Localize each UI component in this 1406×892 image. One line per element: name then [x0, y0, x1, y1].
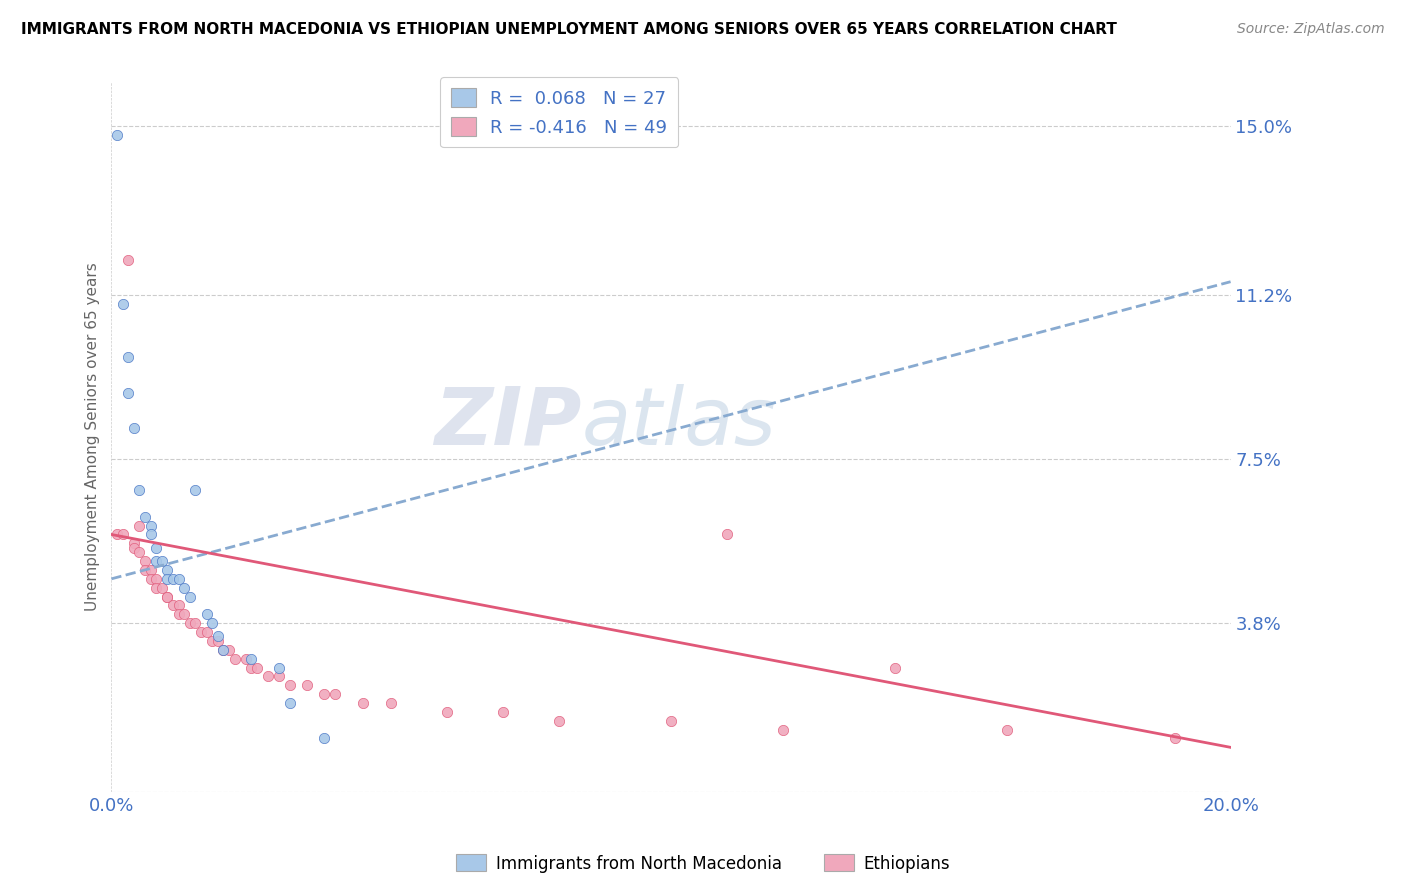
- Point: [167, 599, 190, 613]
- Point: [212, 642, 235, 657]
- Point: [162, 599, 184, 613]
- Point: [139, 518, 162, 533]
- Point: [111, 527, 134, 541]
- Text: IMMIGRANTS FROM NORTH MACEDONIA VS ETHIOPIAN UNEMPLOYMENT AMONG SENIORS OVER 65 : IMMIGRANTS FROM NORTH MACEDONIA VS ETHIO…: [21, 22, 1116, 37]
- Point: [139, 563, 162, 577]
- Y-axis label: Unemployment Among Seniors over 65 years: Unemployment Among Seniors over 65 years: [86, 262, 100, 611]
- Point: [548, 714, 571, 728]
- Point: [105, 128, 128, 143]
- Point: [190, 625, 212, 640]
- Point: [224, 651, 246, 665]
- Point: [380, 696, 402, 710]
- Point: [201, 634, 224, 648]
- Point: [1163, 731, 1185, 746]
- Text: Source: ZipAtlas.com: Source: ZipAtlas.com: [1237, 22, 1385, 37]
- Point: [195, 625, 218, 640]
- Point: [128, 518, 150, 533]
- Point: [179, 590, 201, 604]
- Point: [492, 705, 515, 719]
- Point: [195, 607, 218, 622]
- Point: [167, 572, 190, 586]
- Point: [179, 616, 201, 631]
- Point: [145, 572, 167, 586]
- Point: [105, 527, 128, 541]
- Point: [280, 696, 302, 710]
- Point: [145, 581, 167, 595]
- Point: [156, 572, 179, 586]
- Point: [772, 723, 794, 737]
- Point: [122, 421, 145, 435]
- Point: [240, 651, 263, 665]
- Point: [297, 678, 319, 692]
- Point: [150, 581, 173, 595]
- Text: atlas: atlas: [582, 384, 776, 462]
- Point: [235, 651, 257, 665]
- Point: [323, 687, 346, 701]
- Text: ZIP: ZIP: [434, 384, 582, 462]
- Legend: Immigrants from North Macedonia, Ethiopians: Immigrants from North Macedonia, Ethiopi…: [449, 847, 957, 880]
- Point: [269, 669, 291, 683]
- Point: [173, 607, 195, 622]
- Point: [122, 541, 145, 555]
- Point: [111, 297, 134, 311]
- Point: [162, 572, 184, 586]
- Point: [156, 590, 179, 604]
- Point: [173, 581, 195, 595]
- Point: [280, 678, 302, 692]
- Point: [184, 483, 207, 497]
- Point: [139, 572, 162, 586]
- Point: [352, 696, 374, 710]
- Point: [218, 642, 240, 657]
- Point: [716, 527, 738, 541]
- Point: [883, 660, 905, 674]
- Point: [184, 616, 207, 631]
- Point: [145, 541, 167, 555]
- Point: [134, 509, 156, 524]
- Point: [312, 687, 335, 701]
- Point: [995, 723, 1018, 737]
- Point: [207, 634, 229, 648]
- Point: [269, 660, 291, 674]
- Point: [207, 630, 229, 644]
- Point: [167, 607, 190, 622]
- Point: [659, 714, 682, 728]
- Point: [134, 554, 156, 568]
- Point: [201, 616, 224, 631]
- Point: [128, 483, 150, 497]
- Point: [156, 563, 179, 577]
- Point: [139, 527, 162, 541]
- Point: [122, 536, 145, 550]
- Point: [312, 731, 335, 746]
- Point: [246, 660, 269, 674]
- Point: [436, 705, 458, 719]
- Point: [150, 554, 173, 568]
- Point: [145, 554, 167, 568]
- Point: [117, 385, 139, 400]
- Point: [117, 252, 139, 267]
- Point: [240, 660, 263, 674]
- Point: [212, 642, 235, 657]
- Point: [156, 590, 179, 604]
- Legend: R =  0.068   N = 27, R = -0.416   N = 49: R = 0.068 N = 27, R = -0.416 N = 49: [440, 77, 678, 147]
- Point: [117, 350, 139, 364]
- Point: [257, 669, 280, 683]
- Point: [128, 545, 150, 559]
- Point: [134, 563, 156, 577]
